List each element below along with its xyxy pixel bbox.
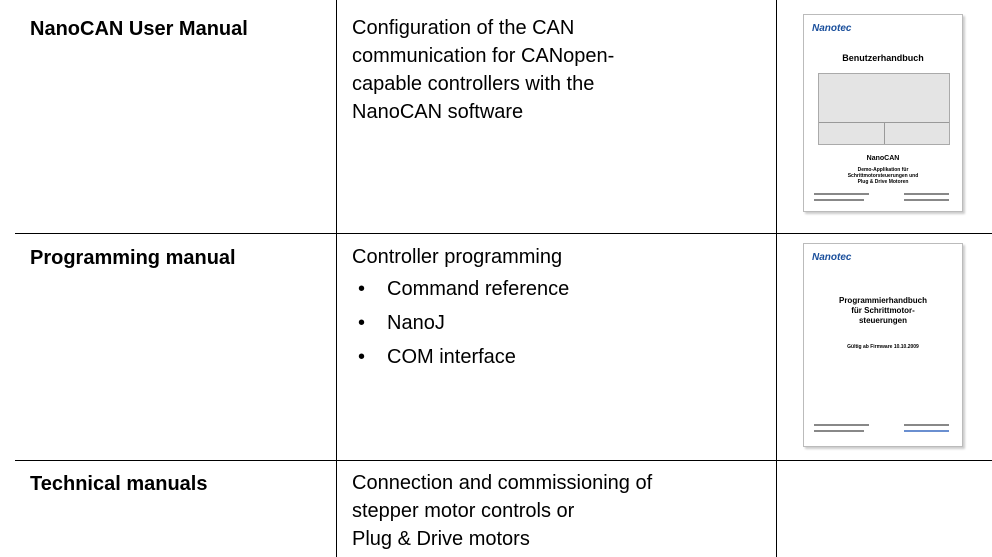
subtitle-line: Demo-Applikation für [857,167,909,173]
thumb-note: Gültig ab Firmware 10.10.2009 [847,344,919,350]
heading-line: steuerungen [858,316,907,325]
text-line: stepper motor controls or [352,500,575,522]
text-line: Configuration of the CAN [352,17,575,39]
text-line: Connection and commissioning of [352,472,653,494]
row-text: Configuration of the CAN communication f… [352,14,614,126]
footer-line [904,424,949,426]
footer-line [814,193,869,195]
bullet: • Command reference [358,275,569,303]
heading-line: Programmierhandbuch [838,296,927,305]
footer-line [904,430,949,432]
bullet: • NanoJ [358,309,445,337]
column-divider [336,0,337,557]
bullet: • COM interface [358,343,516,371]
footer-line [904,199,949,201]
text-line: Plug & Drive motors [352,528,530,550]
footer-line [814,424,869,426]
column-divider [776,0,777,557]
thumb-subtitle: Demo-Applikation für Schrittmotorsteueru… [804,167,962,185]
row-title: Technical manuals [30,473,208,495]
manual-thumbnail: Nanotec Benutzerhandbuch NanoCAN Demo-Ap… [803,14,963,212]
row-title: NanoCAN User Manual [30,18,248,40]
footer-line [814,430,864,432]
logo: Nanotec [812,252,852,263]
row-divider [15,460,992,461]
subtitle-line: Schrittmotorsteuerungen und [847,173,919,179]
manual-thumbnail: Nanotec Programmierhandbuch für Schrittm… [803,243,963,447]
bullet-text: COM interface [387,346,516,368]
footer-line [904,193,949,195]
logo: Nanotec [812,23,852,34]
subtitle-line: Plug & Drive Motoren [857,179,909,185]
bullet-text: NanoJ [387,312,445,334]
footer-line [814,199,864,201]
thumb-heading: Programmierhandbuch für Schrittmotor- st… [804,296,962,326]
bullet-text: Command reference [387,278,570,300]
row-text: Connection and commissioning of stepper … [352,469,652,553]
row-title: Programming manual [30,247,236,269]
row-text: Controller programming [352,246,563,268]
heading-line: für Schrittmotor- [851,306,915,315]
screenshot [818,73,950,145]
thumb-product: NanoCAN [866,155,900,162]
text-line: NanoCAN software [352,101,524,123]
row-divider [15,233,992,234]
thumb-heading: Benutzerhandbuch [842,53,924,63]
text-line: capable controllers with the [352,73,595,95]
text-line: communication for CANopen- [352,45,615,67]
